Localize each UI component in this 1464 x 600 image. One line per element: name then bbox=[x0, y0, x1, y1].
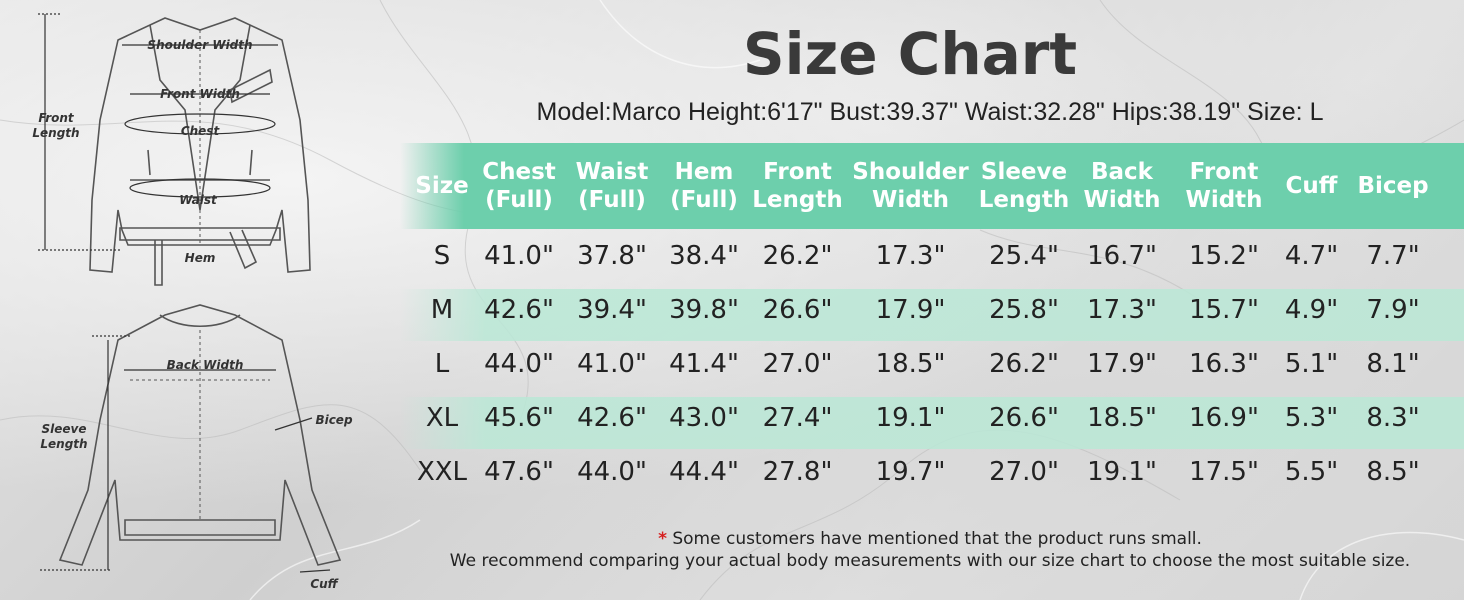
back-width-label: Back Width bbox=[167, 358, 244, 372]
header-sleeve-length: Sleeve Length bbox=[978, 159, 1070, 213]
table-cell: S bbox=[433, 241, 451, 271]
size-table: Size Chest (Full) Waist (Full) Hem (Full) F… bbox=[412, 143, 1439, 499]
table-cell: 27.8" bbox=[762, 457, 833, 487]
stripe-band-m bbox=[400, 289, 1464, 341]
header-shoulder-width: Shoulder Width bbox=[852, 159, 969, 213]
model-info: Model:Marco Height:6'17" Bust:39.37" Wai… bbox=[536, 98, 1324, 126]
table-cell: 18.5" bbox=[875, 349, 946, 379]
cuff-label: Cuff bbox=[310, 577, 338, 591]
note-small-runs: * Some customers have mentioned that the… bbox=[420, 529, 1440, 549]
table-header-row: Size Chest (Full) Waist (Full) Hem (Full) F… bbox=[412, 143, 1439, 229]
header-back-width: Back Width bbox=[1083, 159, 1161, 213]
table-cell: 15.2" bbox=[1189, 241, 1259, 271]
table-cell: 17.5" bbox=[1189, 457, 1259, 487]
header-size: Size bbox=[415, 173, 469, 199]
header-band bbox=[400, 143, 1464, 229]
table-cell: 25.8" bbox=[989, 295, 1059, 325]
table-cell: 39.4" bbox=[577, 295, 647, 325]
table-cell: 27.0" bbox=[762, 349, 833, 379]
table-cell: 44.0" bbox=[577, 457, 647, 487]
chest-label: Chest bbox=[181, 124, 221, 138]
asterisk-icon: * bbox=[658, 529, 667, 549]
back-jacket-drawing bbox=[58, 304, 342, 566]
header-front-length: Front Length bbox=[752, 159, 843, 213]
page-title: Size Chart bbox=[742, 20, 1078, 88]
note-recommendation: We recommend comparing your actual body … bbox=[449, 551, 1411, 571]
table-row: XXL 47.6" 44.0" 44.4" 27.8" 19.7" 27.0" … bbox=[412, 445, 1439, 499]
table-cell: 16.7" bbox=[1087, 241, 1157, 271]
stripe-band-xl bbox=[400, 397, 1464, 449]
table-cell: 8.5" bbox=[1366, 457, 1420, 487]
header-cuff: Cuff bbox=[1285, 173, 1338, 199]
table-row: L 44.0" 41.0" 41.4" 27.0" 18.5" 26.2" 17… bbox=[412, 337, 1439, 391]
table-cell: XL bbox=[425, 403, 459, 433]
table-cell: 27.0" bbox=[989, 457, 1059, 487]
table-cell: 26.6" bbox=[762, 295, 833, 325]
table-cell: 15.7" bbox=[1189, 295, 1259, 325]
table-cell: XXL bbox=[416, 457, 468, 487]
waist-label: Waist bbox=[179, 193, 218, 207]
table-cell: 7.9" bbox=[1366, 295, 1420, 325]
table-cell: 45.6" bbox=[484, 403, 554, 433]
table-cell: 5.1" bbox=[1284, 349, 1339, 379]
table-cell: 42.6" bbox=[484, 295, 554, 325]
table-cell: 39.8" bbox=[669, 295, 739, 325]
table-cell: 17.9" bbox=[1087, 349, 1157, 379]
table-cell: M bbox=[430, 295, 454, 325]
shoulder-width-label: Shoulder Width bbox=[147, 38, 252, 52]
table-cell: 19.1" bbox=[875, 403, 946, 433]
bicep-label: Bicep bbox=[315, 413, 353, 427]
table-cell: 41.0" bbox=[484, 241, 554, 271]
hem-label: Hem bbox=[185, 251, 216, 265]
table-cell: 26.2" bbox=[762, 241, 833, 271]
jacket-diagram: Shoulder Width Front Width Front Length … bbox=[32, 13, 353, 591]
table-cell: 19.1" bbox=[1087, 457, 1157, 487]
table-cell: 41.4" bbox=[669, 349, 739, 379]
sleeve-length-label-2: Length bbox=[40, 437, 87, 451]
table-cell: 26.6" bbox=[989, 403, 1059, 433]
table-cell: 16.3" bbox=[1189, 349, 1259, 379]
note-line-1: Some customers have mentioned that the p… bbox=[672, 529, 1202, 549]
table-cell: 26.2" bbox=[989, 349, 1059, 379]
front-width-label: Front Width bbox=[160, 87, 240, 101]
table-row: M 42.6" 39.4" 39.8" 26.6" 17.9" 25.8" 17… bbox=[412, 283, 1439, 337]
header-hem: Hem (Full) bbox=[670, 159, 738, 213]
table-cell: L bbox=[434, 349, 450, 379]
table-cell: 4.7" bbox=[1284, 241, 1339, 271]
table-cell: 16.9" bbox=[1189, 403, 1259, 433]
sleeve-length-label-1: Sleeve bbox=[42, 422, 87, 436]
table-cell: 47.6" bbox=[484, 457, 554, 487]
front-measure-lines bbox=[38, 13, 278, 251]
table-cell: 41.0" bbox=[577, 349, 647, 379]
table-cell: 8.1" bbox=[1366, 349, 1420, 379]
table-cell: 43.0" bbox=[669, 403, 739, 433]
table-row: S 41.0" 37.8" 38.4" 26.2" 17.3" 25.4" 16… bbox=[412, 229, 1439, 283]
table-cell: 42.6" bbox=[577, 403, 647, 433]
table-row: XL 45.6" 42.6" 43.0" 27.4" 19.1" 26.6" 1… bbox=[412, 391, 1439, 445]
header-chest: Chest (Full) bbox=[482, 159, 556, 213]
front-length-label-1: Front bbox=[38, 111, 75, 125]
table-cell: 17.3" bbox=[1087, 295, 1157, 325]
table-cell: 38.4" bbox=[669, 241, 739, 271]
table-cell: 44.0" bbox=[484, 349, 554, 379]
table-cell: 18.5" bbox=[1087, 403, 1157, 433]
header-front-width: Front Width bbox=[1185, 159, 1263, 213]
table-cell: 4.9" bbox=[1284, 295, 1339, 325]
table-cell: 5.5" bbox=[1284, 457, 1339, 487]
front-jacket-drawing bbox=[89, 17, 311, 286]
header-waist: Waist (Full) bbox=[575, 159, 649, 213]
table-cell: 8.3" bbox=[1366, 403, 1420, 433]
header-bicep: Bicep bbox=[1357, 173, 1429, 199]
table-cell: 27.4" bbox=[762, 403, 833, 433]
table-cell: 17.9" bbox=[875, 295, 946, 325]
table-cell: 5.3" bbox=[1284, 403, 1339, 433]
table-cell: 19.7" bbox=[875, 457, 946, 487]
table-cell: 7.7" bbox=[1366, 241, 1420, 271]
front-length-label-2: Length bbox=[32, 126, 79, 140]
back-measure-lines bbox=[40, 335, 331, 573]
table-cell: 37.8" bbox=[577, 241, 647, 271]
table-cell: 25.4" bbox=[989, 241, 1059, 271]
table-cell: 44.4" bbox=[669, 457, 739, 487]
table-cell: 17.3" bbox=[875, 241, 946, 271]
